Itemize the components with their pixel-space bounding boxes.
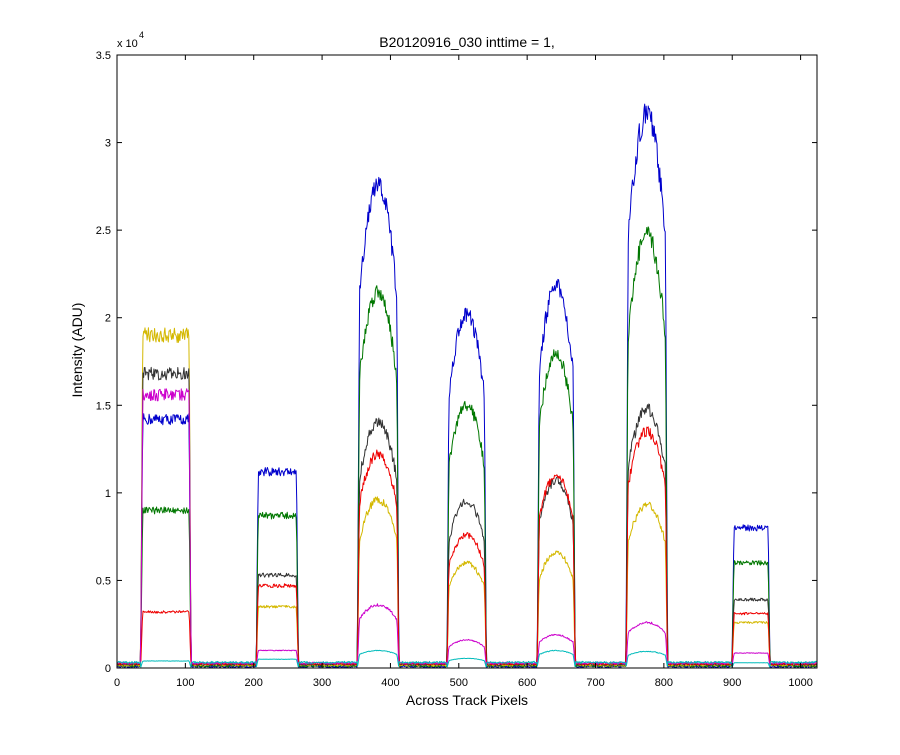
- series-layer: [116, 103, 818, 669]
- y-exponent-label: x 10: [117, 38, 138, 50]
- y-tick-label: 2.5: [96, 225, 111, 237]
- series-line: [116, 649, 818, 668]
- y-tick-label: 1: [105, 488, 111, 500]
- x-tick-label: 700: [586, 677, 604, 689]
- y-tick-label: 2: [105, 313, 111, 325]
- x-tick-label: 400: [381, 677, 399, 689]
- chart-title: B20120916_030 inttime = 1,: [379, 34, 555, 50]
- y-tick-label: 0: [105, 663, 111, 675]
- x-tick-label: 0: [114, 677, 120, 689]
- x-tick-label: 200: [245, 677, 263, 689]
- y-tick-label: 1.5: [96, 400, 111, 412]
- x-axis-label: Across Track Pixels: [406, 692, 528, 708]
- x-tick-label: 900: [723, 677, 741, 689]
- tick-layer: 0 100 200 300 400 500 600 700 800 900 1000 0 0.5 1 1.5…: [96, 50, 817, 689]
- y-tick-label: 3.5: [96, 50, 111, 62]
- y-tick-label: 0.5: [96, 575, 111, 587]
- x-tick-label: 100: [176, 677, 194, 689]
- y-exponent-power: 4: [139, 30, 144, 40]
- x-tick-label: 800: [655, 677, 673, 689]
- y-tick-label: 3: [105, 138, 111, 150]
- x-tick-label: 600: [518, 677, 536, 689]
- y-axis-label: Intensity (ADU): [69, 303, 85, 398]
- plot-frame: [116, 54, 818, 669]
- x-tick-label: 300: [313, 677, 331, 689]
- x-tick-label: 500: [450, 677, 468, 689]
- x-tick-label: 1000: [788, 677, 812, 689]
- series-line: [116, 226, 818, 668]
